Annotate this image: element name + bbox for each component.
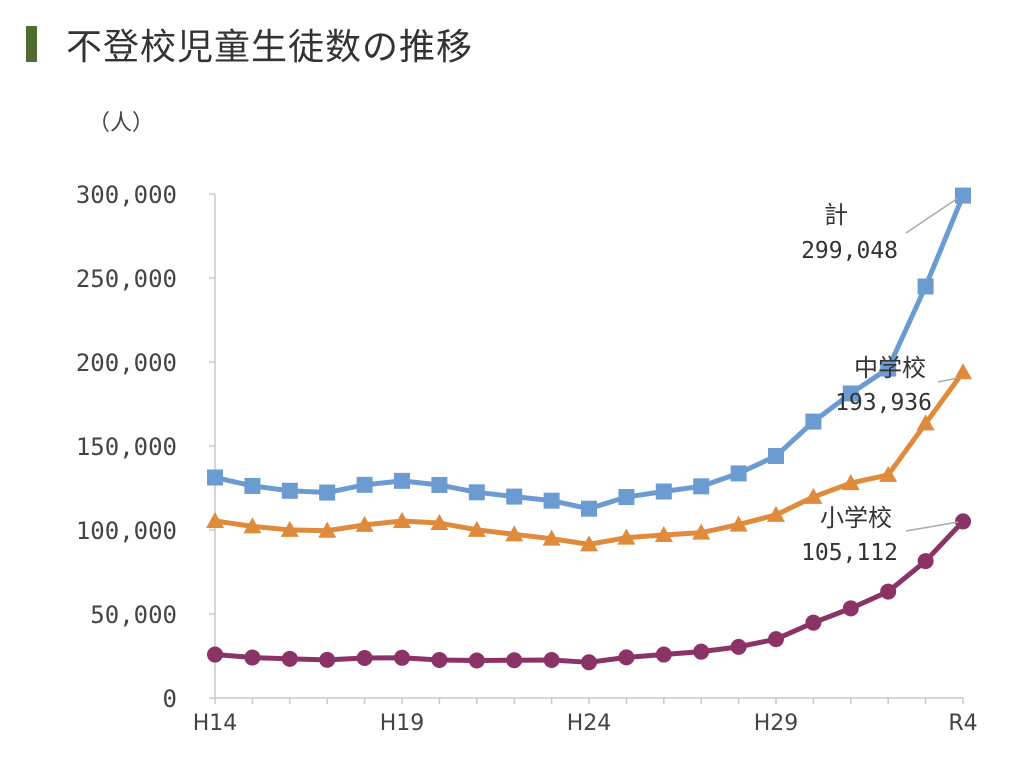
callout-series-value: 193,936 [835,390,932,416]
title-accent-bar [26,26,37,62]
data-point-square [730,465,747,482]
x-tick-label: H24 [567,711,612,736]
data-point-triangle [916,414,935,431]
data-point-circle [693,643,710,660]
data-point-circle [655,646,672,663]
data-point-circle [506,652,523,669]
chart-series [206,187,972,671]
data-point-triangle [841,474,860,491]
x-tick-label: H19 [380,711,425,736]
y-tick-label: 200,000 [76,349,177,377]
data-point-triangle [804,487,823,504]
data-point-circle [618,649,635,666]
data-point-square [880,360,897,377]
chart-axes: （人） 0 50,000 100,000 150,000 200,000 250,000 30… [76,111,978,736]
data-point-circle [356,649,373,666]
data-point-triangle [206,511,224,528]
data-point-triangle [355,515,374,532]
data-point-circle [730,638,747,655]
data-point-square [655,483,672,500]
y-tick-label: 250,000 [76,265,177,293]
data-point-square [244,477,261,494]
data-point-triangle [767,505,785,522]
data-point-square [319,484,336,501]
callout-leader-line [905,521,959,532]
data-point-circle [880,583,897,600]
data-point-circle [805,614,822,631]
callout-series-value: 105,112 [801,540,898,566]
data-point-square [394,472,410,489]
data-point-square [842,385,859,402]
data-point-square [618,489,635,506]
data-point-circle [281,650,298,667]
data-point-square [431,476,448,493]
data-point-square [581,500,597,517]
data-point-circle [543,651,560,668]
series-3 [207,513,971,671]
data-point-triangle [617,528,636,545]
data-point-triangle [280,520,299,537]
data-point-triangle [318,521,337,538]
y-tick-label: 300,000 [76,181,177,209]
data-point-square [207,469,223,486]
data-point-triangle [430,514,449,531]
data-point-square [768,448,784,465]
data-point-triangle [954,363,972,380]
callout-leader-line [937,377,959,383]
callout-series-value: 299,048 [801,238,898,264]
data-point-circle [581,654,597,671]
data-point-square [693,478,710,495]
x-tick-label: H29 [754,711,799,736]
y-axis-unit-label: （人） [88,111,154,136]
series-1 [207,187,971,517]
callout-series-name: 小学校 [820,504,892,532]
data-point-square [543,492,560,509]
data-point-circle [431,651,448,668]
callout-series-name: 計 [824,201,848,229]
data-point-triangle [879,465,898,482]
y-tick-label: 50,000 [90,601,177,629]
data-point-square [281,482,298,499]
x-tick-label: R4 [948,711,977,736]
data-point-square [506,488,523,505]
data-point-circle [244,649,261,666]
data-point-triangle [542,529,561,546]
data-point-square [805,413,822,430]
x-tick-label: H14 [193,711,238,736]
data-point-circle [207,646,223,663]
y-tick-label: 0 [163,685,177,713]
data-point-circle [768,631,784,648]
series-2 [206,363,972,552]
data-point-circle [468,652,485,669]
callout-leader-line [905,197,959,234]
data-point-circle [842,600,859,617]
y-tick-label: 150,000 [76,433,177,461]
data-point-triangle [243,517,262,534]
data-point-circle [955,513,971,530]
chart-callouts: 計 299,048 中学校 193,936 小学校 105,112 [801,197,959,566]
callout-series-name: 中学校 [854,354,926,382]
data-point-circle [917,553,934,570]
data-point-triangle [580,535,598,552]
data-point-triangle [505,525,524,542]
data-point-square [955,187,971,204]
data-point-triangle [467,520,486,537]
data-point-square [468,484,485,501]
data-point-circle [394,649,410,666]
data-point-circle [319,651,336,668]
data-point-square [356,476,373,493]
data-point-triangle [393,512,411,529]
page-title: 不登校児童生徒数の推移 [66,27,474,68]
data-point-square [917,278,934,295]
y-tick-label: 100,000 [76,517,177,545]
data-point-triangle [729,515,748,532]
data-point-triangle [692,523,711,540]
data-point-triangle [654,525,673,542]
